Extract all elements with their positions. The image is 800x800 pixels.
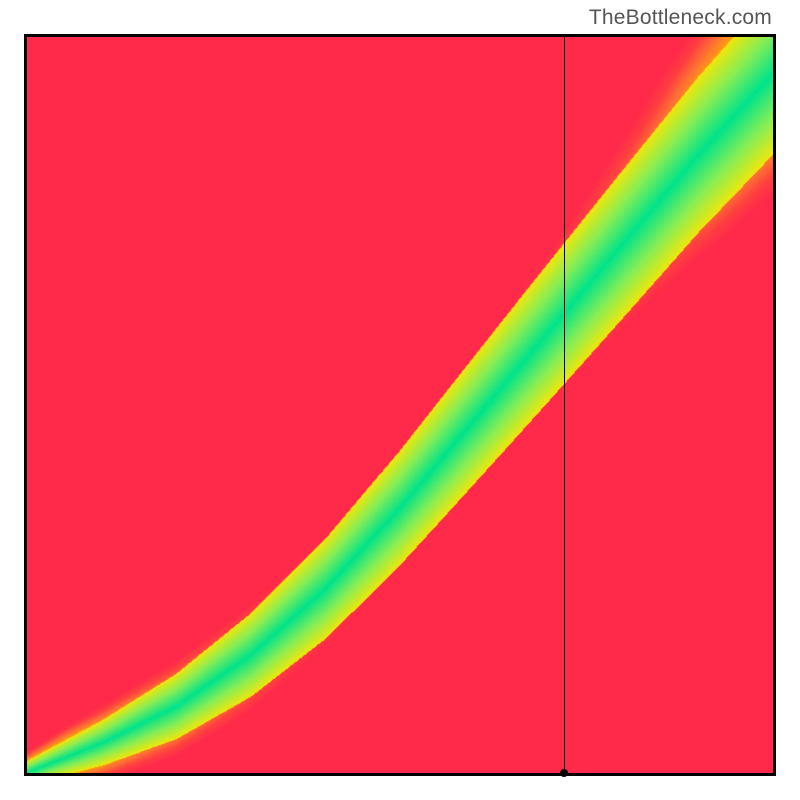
crosshair-vertical	[564, 37, 565, 773]
watermark-text: TheBottleneck.com	[589, 6, 772, 30]
selection-marker	[560, 769, 568, 777]
bottleneck-heatmap	[27, 37, 773, 773]
plot-frame	[24, 34, 776, 776]
